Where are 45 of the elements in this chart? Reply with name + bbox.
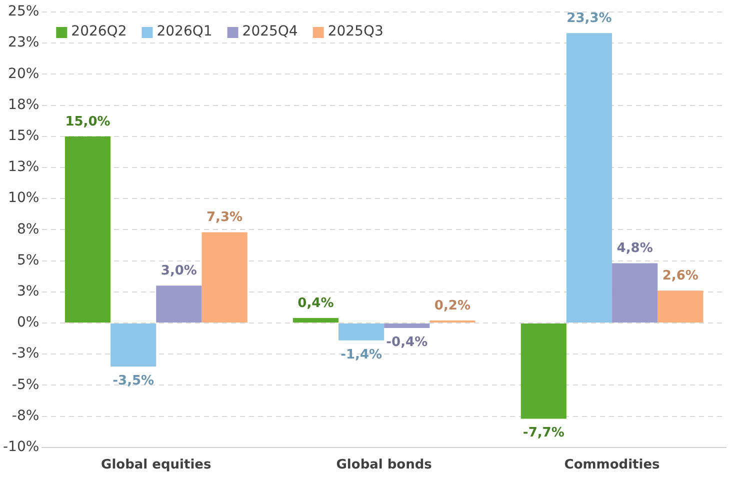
- bar: [338, 324, 384, 340]
- y-tick-label: 8%: [16, 221, 40, 238]
- bar: [566, 33, 612, 322]
- bar: [520, 324, 566, 419]
- data-label: -7,7%: [522, 426, 564, 441]
- bar: [156, 286, 202, 322]
- data-label: 15,0%: [65, 114, 110, 130]
- y-tick-label: -5%: [12, 376, 40, 393]
- bar: [658, 290, 704, 322]
- data-label: -3,5%: [112, 373, 154, 388]
- bar: [64, 136, 111, 322]
- data-label: 0,4%: [298, 296, 334, 311]
- x-tick-label: Commodities: [564, 458, 660, 473]
- data-label: 7,3%: [206, 210, 243, 226]
- data-label: 0,2%: [434, 298, 470, 314]
- data-label: -1,4%: [340, 347, 382, 362]
- data-label: -0,4%: [386, 334, 428, 350]
- legend-label: 2026Q1: [156, 24, 212, 40]
- y-tick-label: 20%: [8, 66, 40, 82]
- y-tick-label: 0%: [16, 314, 40, 331]
- bar: [292, 318, 338, 322]
- y-tick-label: 25%: [8, 4, 40, 20]
- legend-label: 2026Q2: [71, 24, 127, 40]
- y-tick-label: -8%: [12, 408, 40, 424]
- data-label: 4,8%: [616, 241, 653, 256]
- bar: [110, 324, 156, 367]
- bar: [384, 324, 430, 328]
- x-tick-label: Global bonds: [336, 458, 432, 473]
- data-label: 3,0%: [160, 264, 197, 279]
- y-tick-label: 3%: [16, 284, 40, 300]
- bar: [202, 232, 248, 322]
- x-tick-label: Global equities: [101, 458, 212, 473]
- legend-label: 2025Q4: [242, 24, 298, 40]
- y-tick-label: -3%: [12, 346, 40, 362]
- data-label: 23,3%: [566, 11, 612, 26]
- y-tick-label: 15%: [8, 128, 40, 144]
- y-tick-label: 5%: [16, 252, 40, 268]
- y-tick-label: 13%: [8, 159, 40, 176]
- legend-label: 2025Q3: [328, 24, 384, 40]
- y-tick-label: -10%: [2, 439, 40, 456]
- data-label: 2,6%: [662, 268, 698, 284]
- y-tick-label: 10%: [8, 190, 40, 206]
- y-tick-label: 18%: [8, 96, 40, 113]
- y-tick-label: 23%: [8, 34, 40, 51]
- bar: [612, 263, 658, 322]
